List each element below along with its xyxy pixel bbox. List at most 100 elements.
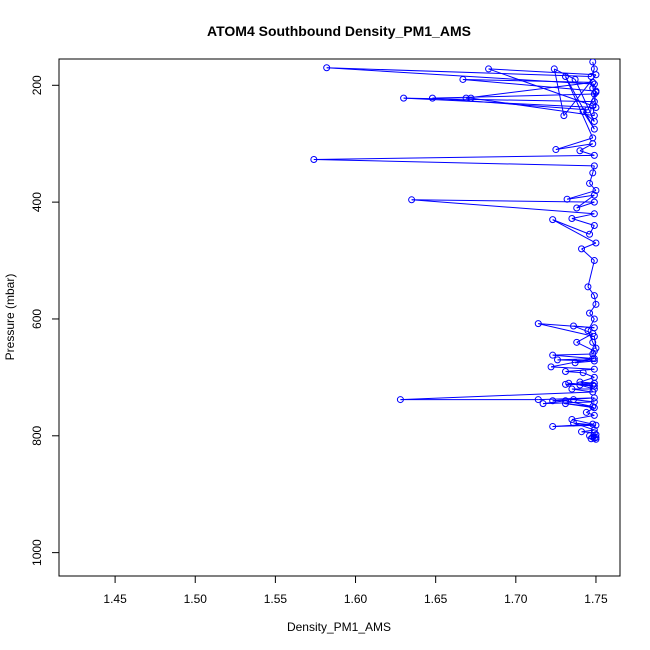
series-segment bbox=[488, 68, 596, 76]
data-point bbox=[570, 322, 578, 330]
series-segment bbox=[573, 422, 597, 426]
data-point bbox=[590, 394, 598, 402]
series-segment bbox=[566, 189, 597, 200]
series-segment bbox=[326, 67, 592, 78]
data-point bbox=[539, 400, 547, 408]
data-point bbox=[562, 400, 570, 408]
series-segment bbox=[571, 414, 595, 420]
data-point bbox=[549, 397, 557, 405]
series-segment bbox=[571, 213, 595, 219]
data-point bbox=[590, 151, 598, 159]
data-point bbox=[590, 125, 598, 133]
data-point bbox=[587, 435, 595, 443]
data-point bbox=[590, 80, 598, 88]
series-segment bbox=[579, 376, 595, 383]
series-segment bbox=[553, 68, 565, 116]
data-point bbox=[589, 381, 597, 389]
data-point bbox=[568, 214, 576, 222]
series-segment bbox=[587, 330, 594, 343]
series-segment bbox=[586, 407, 595, 413]
data-point bbox=[553, 356, 561, 364]
series-segment bbox=[565, 76, 595, 130]
series-segment bbox=[567, 194, 595, 200]
data-point bbox=[589, 355, 597, 363]
data-point bbox=[534, 320, 542, 328]
series-segment bbox=[552, 219, 590, 235]
series-segment bbox=[593, 295, 597, 305]
data-point bbox=[582, 408, 590, 416]
data-point bbox=[590, 292, 598, 300]
data-point bbox=[570, 419, 578, 427]
y-axis-label: Pressure (mbar) bbox=[3, 274, 17, 361]
data-point bbox=[590, 257, 598, 265]
data-point bbox=[589, 78, 597, 86]
data-point bbox=[310, 155, 318, 163]
series-segment bbox=[565, 368, 595, 373]
series-segment bbox=[579, 143, 593, 152]
series-segment bbox=[587, 286, 595, 296]
data-point bbox=[590, 162, 598, 170]
data-point bbox=[579, 108, 587, 116]
data-point bbox=[589, 169, 597, 177]
data-point bbox=[459, 75, 467, 83]
series-segment bbox=[470, 97, 595, 117]
y-tick-label: 800 bbox=[30, 425, 44, 445]
data-point bbox=[563, 195, 571, 203]
data-point bbox=[547, 363, 555, 371]
series-segment bbox=[538, 323, 595, 337]
data-point bbox=[428, 94, 436, 102]
data-point bbox=[590, 315, 598, 323]
data-point bbox=[589, 102, 597, 110]
x-tick-label: 1.70 bbox=[504, 592, 528, 606]
y-tick-label: 1000 bbox=[30, 539, 44, 566]
data-point bbox=[590, 118, 598, 126]
x-axis-label: Density_PM1_AMS bbox=[287, 620, 391, 634]
x-tick-label: 1.75 bbox=[584, 592, 608, 606]
x-tick-label: 1.50 bbox=[184, 592, 208, 606]
data-point bbox=[568, 385, 576, 393]
data-point bbox=[571, 75, 579, 83]
data-point bbox=[592, 421, 600, 429]
series-segment bbox=[593, 336, 597, 349]
data-point bbox=[550, 65, 558, 73]
data-point bbox=[576, 147, 584, 155]
data-point bbox=[576, 381, 584, 389]
data-point bbox=[590, 221, 598, 229]
y-tick-label: 400 bbox=[30, 192, 44, 212]
data-point bbox=[562, 368, 570, 376]
data-point bbox=[552, 146, 560, 154]
y-axis: 200 400 600 800 1000 bbox=[30, 75, 59, 566]
data-point bbox=[589, 350, 597, 358]
series-segment bbox=[571, 218, 595, 226]
series-segment bbox=[411, 199, 595, 215]
data-point bbox=[586, 309, 594, 317]
y-tick-label: 600 bbox=[30, 309, 44, 329]
data-point bbox=[400, 94, 408, 102]
series-segment bbox=[411, 199, 595, 203]
data-point bbox=[589, 140, 597, 148]
series-segment bbox=[552, 354, 595, 360]
data-point bbox=[576, 378, 584, 386]
data-point bbox=[590, 404, 598, 412]
series-segment bbox=[589, 183, 597, 191]
data-point bbox=[534, 396, 542, 404]
series-segment bbox=[432, 93, 595, 99]
data-point bbox=[573, 204, 581, 212]
series-segment bbox=[563, 74, 597, 116]
x-axis: 1.45 1.50 1.55 1.60 1.65 1.70 1.75 bbox=[103, 576, 608, 606]
chart-title: ATOM4 Southbound Density_PM1_AMS bbox=[207, 23, 471, 39]
series-segment bbox=[462, 78, 593, 83]
series-segment bbox=[579, 150, 595, 156]
series-segment bbox=[571, 388, 593, 393]
data-point bbox=[549, 351, 557, 359]
data-point bbox=[590, 426, 598, 434]
data-point bbox=[485, 65, 493, 73]
y-tick-label: 200 bbox=[30, 75, 44, 95]
data-point bbox=[571, 359, 579, 367]
data-point bbox=[586, 179, 594, 187]
series-segment bbox=[587, 260, 595, 287]
series-segment bbox=[573, 422, 595, 431]
series-segment bbox=[589, 304, 597, 314]
series-segment bbox=[313, 158, 595, 167]
data-point bbox=[592, 300, 600, 308]
